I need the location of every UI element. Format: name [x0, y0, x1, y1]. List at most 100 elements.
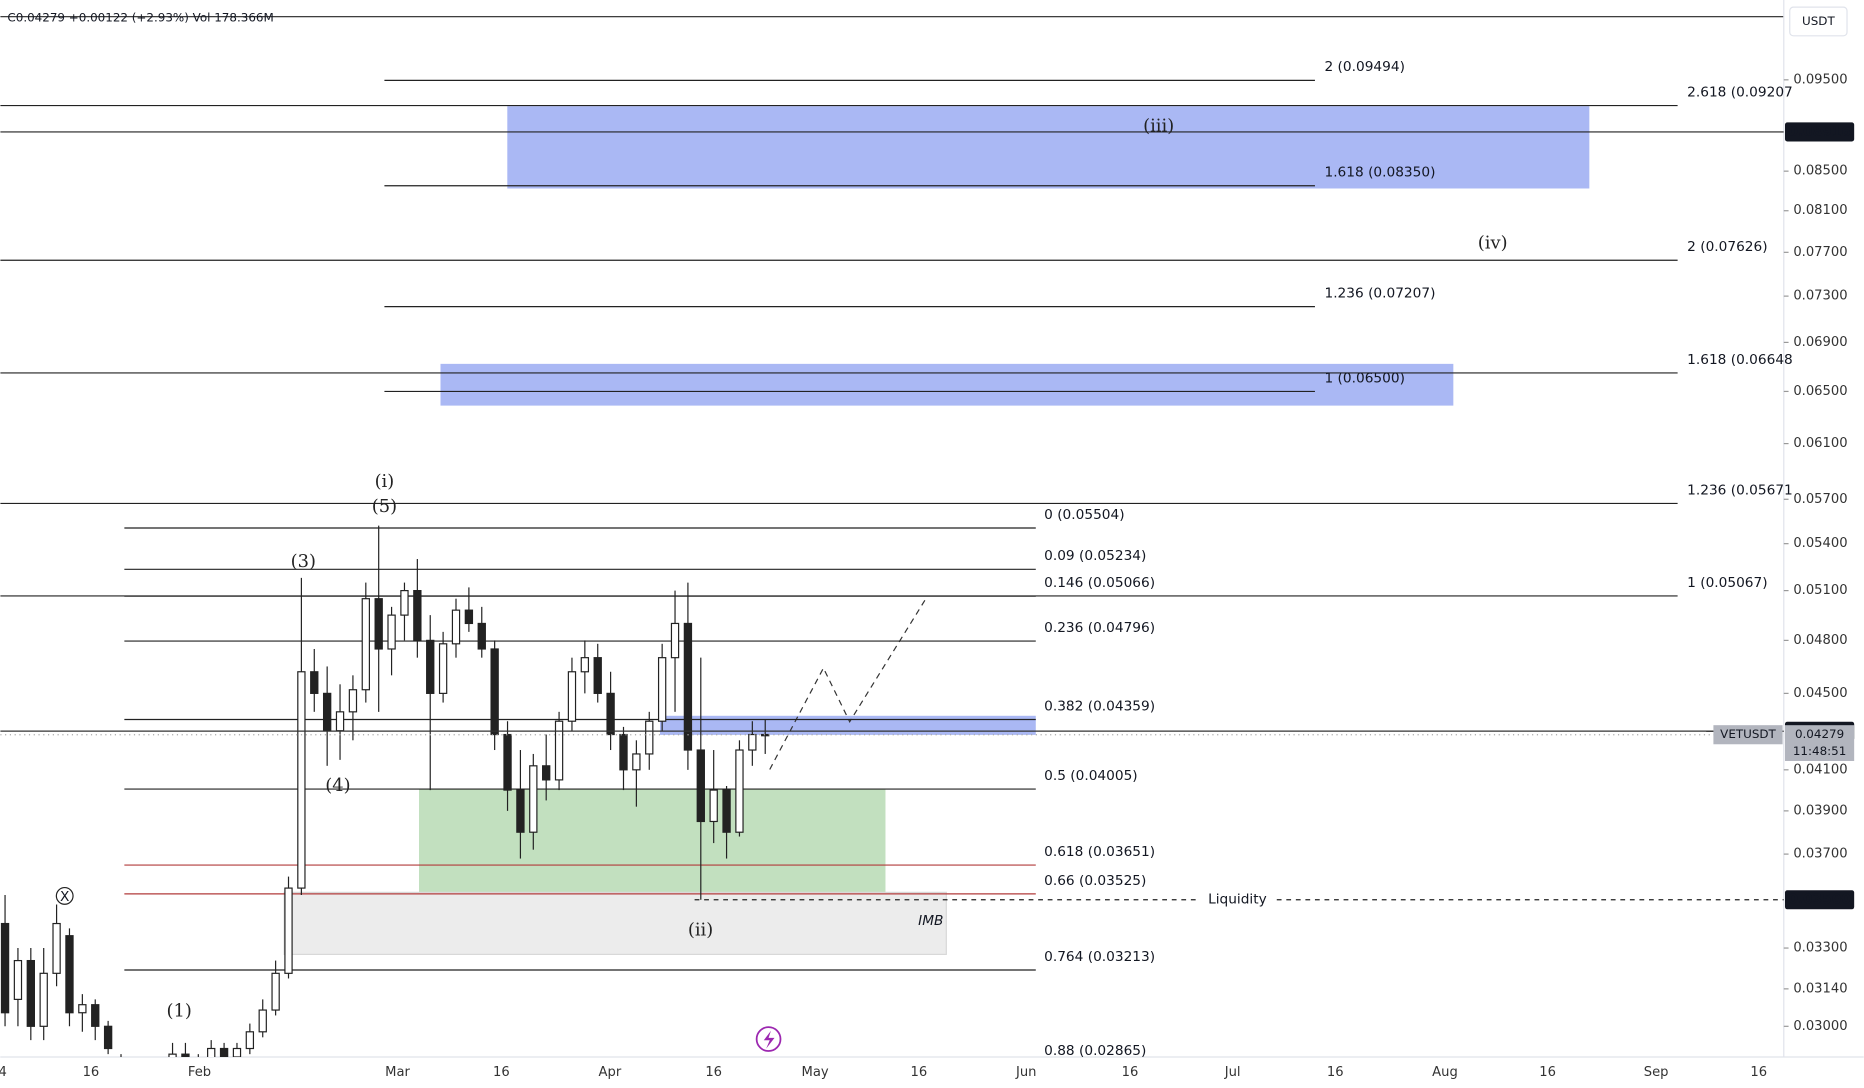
candle-body [735, 749, 744, 833]
price-tag-label: 0.03500 [1788, 892, 1850, 908]
time-label: 4 [0, 1065, 7, 1080]
time-label: 16 [1539, 1065, 1556, 1080]
candle-body [567, 671, 577, 722]
ohlc-header: C0.04279 +0.00122 (+2.93%) Vol 178.366M [7, 10, 273, 24]
time-label: Jun [1015, 1065, 1036, 1080]
candle-body [26, 959, 35, 1027]
candle-body [39, 972, 48, 1027]
candle-body [516, 789, 525, 833]
time-label: Aug [1432, 1065, 1458, 1080]
candle-body [207, 1047, 216, 1057]
fib-label: 0.09 (0.05234) [1044, 548, 1146, 564]
currency-label: USDT [1802, 14, 1835, 28]
candle-body [606, 692, 615, 736]
lightning-glyph [763, 1030, 775, 1049]
x-marker-label: X [60, 889, 69, 905]
liquidity-label: Liquidity [1208, 892, 1267, 908]
candle-body [490, 648, 499, 736]
price-tick-label: 0.07300 [1793, 289, 1847, 304]
wave-label: (ii) [688, 920, 713, 941]
candle-body [181, 1053, 190, 1057]
fib-label: 0.5 (0.04005) [1044, 768, 1138, 784]
candle-body [748, 733, 757, 751]
candle-body [348, 689, 358, 713]
candle-body [65, 935, 74, 1014]
fib-label: 1.618 (0.06648 [1687, 352, 1793, 368]
fib-label: 0.618 (0.03651) [1044, 844, 1155, 860]
candle-body [696, 749, 705, 823]
time-label: Mar [385, 1065, 410, 1080]
time-label: May [802, 1065, 829, 1080]
candle-body [464, 609, 474, 625]
fib-label: 0 (0.05504) [1044, 507, 1124, 523]
candle-body [413, 590, 422, 641]
fib-label: 2 (0.09494) [1324, 59, 1404, 75]
lightning-icon[interactable] [755, 1026, 782, 1052]
time-label: 16 [911, 1065, 928, 1080]
candle-body [322, 692, 332, 732]
price-tick-label: 0.09500 [1793, 72, 1847, 87]
candle-body [271, 972, 280, 1011]
candle-body [438, 643, 448, 694]
price-tick-label: 0.03300 [1793, 941, 1847, 956]
wave-label: (iii) [1143, 115, 1174, 136]
currency-button[interactable] [1789, 6, 1848, 37]
candle-body [374, 598, 383, 650]
fib-label: 1 (0.05067) [1687, 575, 1767, 591]
candle-body [91, 1004, 100, 1027]
fib-label: 0.236 (0.04796) [1044, 620, 1155, 636]
candle-body [709, 789, 718, 823]
wave-label: (iv) [1478, 232, 1508, 253]
liquidity-bg [1199, 890, 1276, 910]
fib-label: 1 (0.06500) [1324, 370, 1404, 386]
candle-body [580, 657, 590, 673]
time-label: 16 [1750, 1065, 1767, 1080]
wave-label: (1) [167, 1001, 192, 1022]
price-tick-label: 0.08100 [1793, 203, 1847, 218]
candle-body [400, 590, 409, 616]
candle-body [361, 598, 370, 691]
candle-body [619, 733, 628, 771]
candle-body [245, 1031, 255, 1050]
time-label: 16 [1327, 1065, 1344, 1080]
time-label: 16 [705, 1065, 722, 1080]
candle-body [761, 733, 770, 737]
imb-label: IMB [918, 913, 943, 929]
target-zone [440, 363, 1454, 406]
time-label: 16 [83, 1065, 100, 1080]
time-label: Feb [188, 1065, 211, 1080]
candle-body [593, 657, 602, 694]
price-tag [1784, 890, 1855, 910]
fib-label: 1.618 (0.08350) [1324, 165, 1435, 181]
candle-body [335, 711, 345, 732]
candle-body [219, 1047, 229, 1057]
fib-label: 0.88 (0.02865) [1044, 1043, 1146, 1059]
x-marker-circle [55, 886, 74, 905]
price-tick-label: 0.04800 [1793, 633, 1847, 648]
time-label: Sep [1644, 1065, 1669, 1080]
price-tick-label: 0.03700 [1793, 847, 1847, 862]
candle-body [103, 1025, 113, 1050]
symbol-box [1713, 725, 1783, 745]
price-tick-label: 0.04500 [1793, 686, 1847, 701]
fib-label: 1.236 (0.05671 [1687, 482, 1793, 498]
candle-body [657, 657, 667, 722]
wave-label: (3) [291, 551, 316, 572]
candle-body [451, 609, 461, 645]
candle-body [632, 753, 641, 771]
imbalance-zone [283, 891, 947, 955]
price-tick-label: 0.08500 [1793, 164, 1847, 179]
fib-label: 0.146 (0.05066) [1044, 575, 1155, 591]
price-tick-label: 0.03140 [1793, 981, 1847, 996]
price-tick-label: 0.03900 [1793, 803, 1847, 818]
price-tick-label: 0.05100 [1793, 583, 1847, 598]
candle-body [78, 1004, 87, 1014]
candle-body [529, 765, 538, 833]
candle-body [722, 789, 731, 833]
wave-label: (i) [375, 471, 395, 492]
price-tick-label: 0.05700 [1793, 492, 1847, 507]
candle-body [645, 720, 654, 755]
fib-label: 2.618 (0.09207 [1687, 84, 1793, 100]
